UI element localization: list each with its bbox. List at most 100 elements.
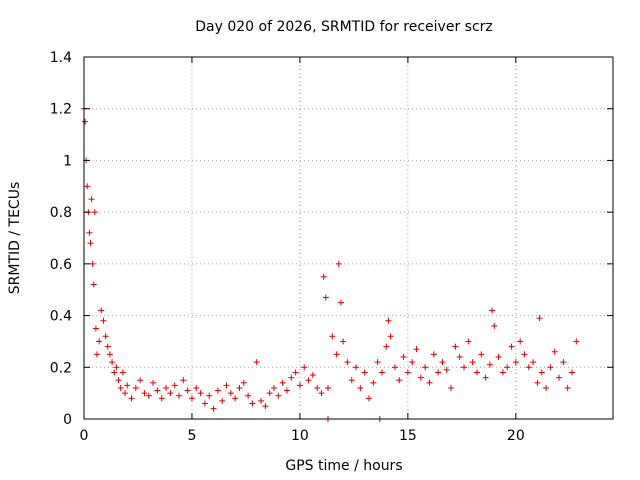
data-point bbox=[396, 377, 403, 384]
data-point bbox=[104, 343, 111, 350]
data-point bbox=[253, 359, 260, 366]
data-point bbox=[122, 390, 129, 397]
data-point bbox=[530, 359, 537, 366]
data-point bbox=[309, 372, 316, 379]
data-point bbox=[426, 379, 433, 386]
y-tick-label: 0.6 bbox=[50, 257, 72, 273]
data-point bbox=[404, 369, 411, 376]
data-point bbox=[92, 325, 99, 332]
x-tick-label: 20 bbox=[507, 428, 525, 444]
data-point bbox=[499, 369, 506, 376]
data-point bbox=[158, 395, 165, 402]
data-point bbox=[102, 333, 109, 340]
data-point bbox=[271, 384, 278, 391]
data-point bbox=[409, 359, 416, 366]
data-point bbox=[538, 369, 545, 376]
data-point bbox=[335, 260, 342, 267]
data-point bbox=[353, 364, 360, 371]
data-point bbox=[366, 395, 373, 402]
data-point bbox=[430, 351, 437, 358]
data-point bbox=[249, 400, 256, 407]
data-point bbox=[111, 369, 118, 376]
data-point bbox=[184, 387, 191, 394]
data-point bbox=[391, 364, 398, 371]
x-axis-label: GPS time / hours bbox=[285, 458, 402, 474]
data-point bbox=[91, 209, 98, 216]
data-point bbox=[473, 369, 480, 376]
data-point bbox=[422, 364, 429, 371]
x-tick-label: 0 bbox=[80, 428, 89, 444]
grid-lines bbox=[84, 57, 613, 419]
data-point bbox=[275, 392, 282, 399]
data-point bbox=[171, 382, 178, 389]
data-point bbox=[333, 351, 340, 358]
data-point bbox=[258, 397, 265, 404]
y-axis-label: SRMTID / TECUs bbox=[7, 182, 23, 295]
data-point bbox=[96, 338, 103, 345]
data-point bbox=[443, 366, 450, 373]
data-point bbox=[163, 384, 170, 391]
data-point bbox=[400, 353, 407, 360]
data-point bbox=[141, 390, 148, 397]
data-point bbox=[560, 359, 567, 366]
data-point bbox=[508, 343, 515, 350]
data-point bbox=[292, 369, 299, 376]
data-point bbox=[305, 377, 312, 384]
data-point bbox=[201, 400, 208, 407]
data-point bbox=[98, 307, 105, 314]
y-tick-label: 0.8 bbox=[50, 205, 72, 221]
data-point bbox=[115, 377, 122, 384]
data-point bbox=[517, 338, 524, 345]
data-point bbox=[232, 395, 239, 402]
data-point bbox=[482, 374, 489, 381]
y-tick-label: 0.4 bbox=[50, 309, 72, 325]
data-point bbox=[176, 392, 183, 399]
x-tick-label: 5 bbox=[187, 428, 196, 444]
data-point bbox=[301, 364, 308, 371]
data-point bbox=[534, 379, 541, 386]
data-point bbox=[512, 359, 519, 366]
data-point bbox=[495, 353, 502, 360]
data-point bbox=[486, 361, 493, 368]
x-tick-label: 10 bbox=[291, 428, 309, 444]
data-point bbox=[124, 382, 131, 389]
data-point bbox=[128, 395, 135, 402]
data-point bbox=[556, 374, 563, 381]
data-point bbox=[504, 364, 511, 371]
data-point bbox=[385, 317, 392, 324]
data-point bbox=[240, 379, 247, 386]
data-point bbox=[491, 322, 498, 329]
y-tick-label: 1.2 bbox=[50, 102, 72, 118]
data-point bbox=[320, 273, 327, 280]
data-point bbox=[137, 377, 144, 384]
data-point bbox=[370, 379, 377, 386]
data-point bbox=[236, 384, 243, 391]
data-point bbox=[84, 183, 91, 190]
data-point bbox=[188, 395, 195, 402]
data-point bbox=[521, 351, 528, 358]
data-point bbox=[322, 294, 329, 301]
data-point bbox=[145, 392, 152, 399]
data-point bbox=[86, 229, 93, 236]
data-points bbox=[81, 105, 580, 422]
data-point bbox=[383, 343, 390, 350]
data-point bbox=[197, 390, 204, 397]
data-point bbox=[219, 397, 226, 404]
data-point bbox=[100, 317, 107, 324]
data-point bbox=[564, 384, 571, 391]
data-point bbox=[89, 260, 96, 267]
data-point bbox=[573, 338, 580, 345]
data-point bbox=[318, 390, 325, 397]
data-point bbox=[296, 382, 303, 389]
data-point bbox=[154, 387, 161, 394]
data-point bbox=[456, 353, 463, 360]
data-point bbox=[314, 384, 321, 391]
data-point bbox=[210, 405, 217, 412]
data-point bbox=[283, 387, 290, 394]
data-point bbox=[132, 384, 139, 391]
data-point bbox=[106, 351, 113, 358]
data-point bbox=[378, 369, 385, 376]
data-point bbox=[119, 369, 126, 376]
data-point bbox=[93, 351, 100, 358]
